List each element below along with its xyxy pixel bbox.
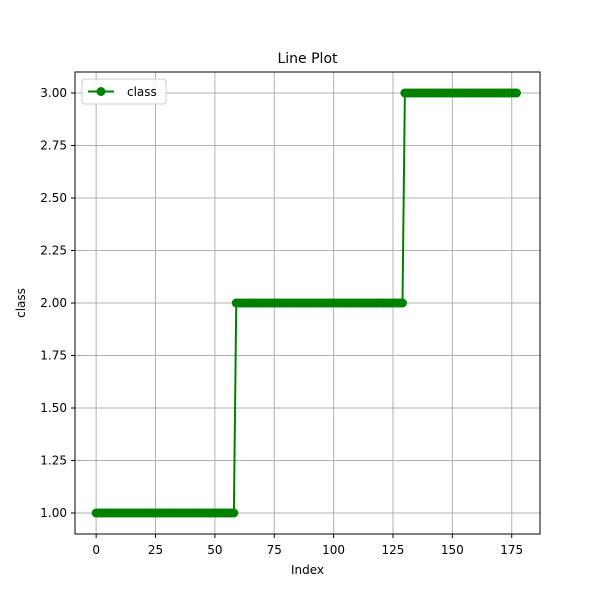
- data-point-0-58: [229, 508, 239, 518]
- tick-layer: 0 25 50 75 100 125 150 175 1.00 1.25 1.50 1.75 2.00 2…: [40, 86, 523, 557]
- y-tick-label-0: 1.00: [40, 506, 67, 520]
- x-tick-label-0: 0: [92, 543, 100, 557]
- y-tick-label-3: 1.75: [40, 349, 67, 363]
- y-tick-label-4: 2.00: [40, 296, 67, 310]
- y-tick-label-1: 1.25: [40, 454, 67, 468]
- y-tick-label-5: 2.25: [40, 244, 67, 258]
- series-layer: [91, 88, 521, 518]
- y-tick-label-8: 3.00: [40, 86, 67, 100]
- x-tick-label-4: 100: [322, 543, 345, 557]
- legend-marker-sample: [96, 87, 106, 96]
- data-point-0-177: [511, 88, 521, 98]
- legend-label: class: [127, 85, 157, 99]
- y-axis-label: class: [14, 288, 28, 318]
- legend: class: [81, 78, 167, 105]
- x-axis-label: Index: [291, 563, 324, 577]
- y-tick-label-6: 2.50: [40, 191, 67, 205]
- x-tick-label-6: 150: [441, 543, 464, 557]
- y-tick-label-7: 2.75: [40, 139, 67, 153]
- legend-box: [81, 78, 167, 105]
- x-tick-label-3: 75: [267, 543, 282, 557]
- x-tick-label-5: 125: [382, 543, 405, 557]
- x-tick-label-1: 25: [148, 543, 163, 557]
- y-tick-label-2: 1.50: [40, 401, 67, 415]
- x-tick-label-2: 50: [207, 543, 222, 557]
- data-point-0-129: [397, 298, 407, 308]
- chart-title: Line Plot: [277, 51, 338, 67]
- x-tick-label-7: 175: [500, 543, 523, 557]
